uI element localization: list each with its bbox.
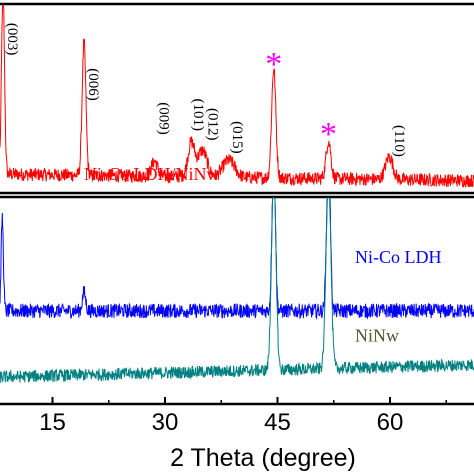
top-panel: (003) (006) (009) (101)(012) (015) (110) * * Ni-… — [0, 2, 474, 195]
hkl-label: (015) — [229, 121, 245, 153]
series-label: Ni-Co LDH — [355, 247, 442, 267]
peak-star-marker: * — [265, 46, 282, 83]
x-tick-label: 45 — [264, 409, 291, 436]
x-tick-label: 60 — [377, 409, 404, 436]
hkl-label: (012) — [204, 108, 220, 141]
series-label: Ni-Co LDH/NiNw — [84, 164, 220, 184]
x-axis-label: 2 Theta (degree) — [170, 444, 356, 472]
series-label: NiNw — [355, 326, 399, 346]
bottom-panel: Ni-Co LDH NiNw — [0, 195, 474, 406]
x-tick-label: 15 — [39, 409, 66, 436]
hkl-label: (006) — [85, 68, 101, 101]
peak-star-marker: * — [320, 116, 337, 153]
hkl-label: (101) — [190, 99, 206, 132]
panel-frame — [0, 195, 474, 406]
hkl-label: (009) — [156, 102, 172, 135]
series-line-ni-co-ldh — [0, 197, 474, 320]
panel-frame — [0, 2, 474, 195]
hkl-label: (110) — [391, 125, 407, 157]
x-tick-label: 30 — [152, 409, 179, 436]
x-axis: 15 30 45 60 — [39, 397, 447, 436]
series-line-ninw — [0, 197, 474, 383]
hkl-label: (003) — [4, 23, 20, 56]
series-line-ni-co-ldh-ninw — [0, 4, 474, 188]
